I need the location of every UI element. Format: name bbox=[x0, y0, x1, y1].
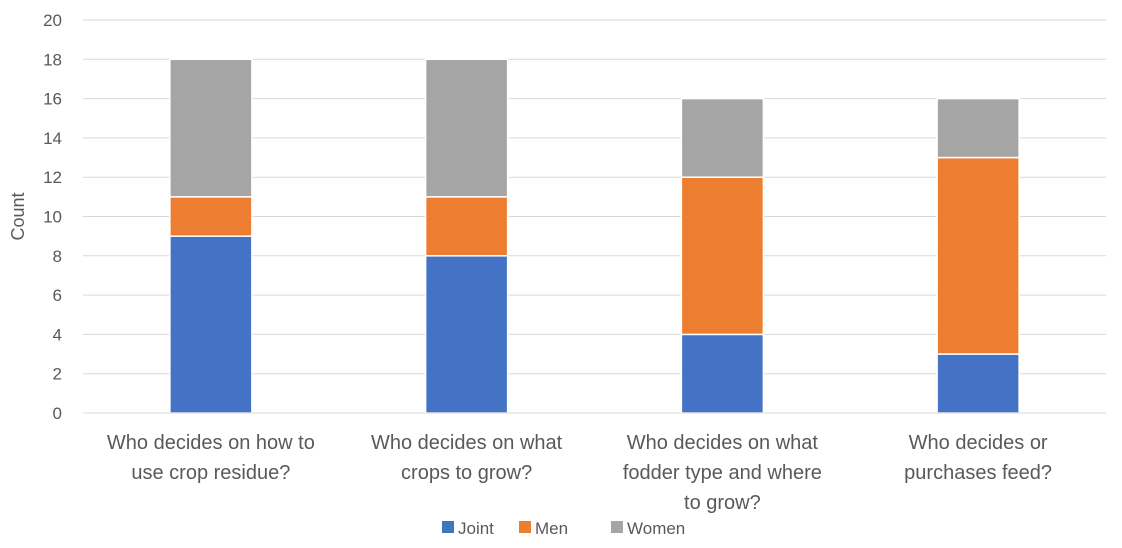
legend-label-joint: Joint bbox=[458, 519, 494, 538]
legend-label-men: Men bbox=[535, 519, 568, 538]
y-tick-label: 6 bbox=[53, 286, 62, 305]
y-tick-label: 20 bbox=[43, 11, 62, 30]
y-tick-label: 12 bbox=[43, 168, 62, 187]
y-tick-label: 4 bbox=[53, 325, 62, 344]
bar-segment-joint bbox=[424, 255, 509, 414]
legend-swatch-joint bbox=[442, 521, 454, 533]
legend-label-women: Women bbox=[627, 519, 685, 538]
y-tick-label: 10 bbox=[43, 208, 62, 227]
gridlines bbox=[83, 19, 1106, 375]
bar-segment-women bbox=[424, 58, 509, 198]
x-category-label: Who decides on how to use crop residue? bbox=[107, 432, 315, 484]
bar-segment-men bbox=[936, 156, 1020, 355]
bar-segment-men bbox=[680, 176, 765, 336]
bar-segment-women bbox=[936, 97, 1020, 159]
legend: Joint Men Women bbox=[442, 519, 685, 538]
x-category-label: Who decides on what fodder type and where… bbox=[623, 432, 822, 514]
y-tick-label: 8 bbox=[53, 247, 62, 266]
y-tick-label: 2 bbox=[53, 365, 62, 384]
x-category-label: Who decides on what crops to grow? bbox=[371, 432, 563, 484]
bars bbox=[169, 58, 1020, 414]
bar-segment-men bbox=[169, 196, 253, 237]
bar-segment-joint bbox=[680, 333, 765, 414]
y-tick-label: 14 bbox=[43, 129, 62, 148]
bar-segment-women bbox=[169, 58, 253, 198]
bar-segment-men bbox=[424, 196, 509, 257]
x-category-label: Who decides or purchases feed? bbox=[904, 432, 1052, 484]
bar-segment-joint bbox=[169, 235, 253, 414]
y-tick-label: 18 bbox=[43, 50, 62, 69]
legend-swatch-men bbox=[519, 521, 531, 533]
bar-segment-women bbox=[680, 97, 765, 178]
y-axis-ticks: 0 2 4 6 8 10 12 14 16 18 20 bbox=[43, 11, 62, 423]
bar-segment-joint bbox=[936, 353, 1020, 414]
legend-swatch-women bbox=[611, 521, 623, 533]
y-axis-label: Count bbox=[8, 192, 28, 240]
y-tick-label: 16 bbox=[43, 90, 62, 109]
x-axis-categories: Who decides on how to use crop residue? Wh… bbox=[107, 432, 1052, 514]
y-tick-label: 0 bbox=[53, 404, 62, 423]
